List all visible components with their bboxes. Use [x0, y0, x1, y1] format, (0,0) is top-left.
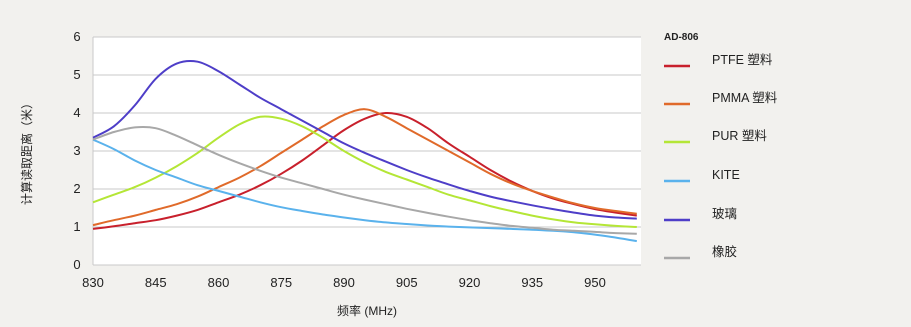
x-tick-label: 830: [82, 275, 104, 290]
series-line-2: [92, 115, 637, 228]
legend-label: PUR 塑料: [712, 128, 767, 143]
y-tick-label: 1: [73, 219, 80, 234]
x-axis-label: 频率 (MHz): [337, 303, 397, 318]
y-tick-label: 6: [73, 29, 80, 44]
y-tick-label: 3: [73, 143, 80, 158]
x-tick-label: 935: [521, 275, 543, 290]
legend-title: AD-806: [664, 32, 699, 43]
y-axis-label: 计算读取距离（米）: [19, 97, 34, 205]
x-tick-label: 890: [333, 275, 355, 290]
legend-label: KITE: [712, 168, 740, 182]
x-tick-label: 845: [145, 275, 167, 290]
legend-label: 玻璃: [712, 207, 737, 221]
x-tick-label: 905: [396, 275, 418, 290]
y-tick-label: 5: [73, 67, 80, 82]
series-line-4: [92, 59, 637, 220]
x-tick-label: 950: [584, 275, 606, 290]
x-tick-label: 875: [270, 275, 292, 290]
y-tick-label: 2: [73, 181, 80, 196]
series-line-1: [92, 108, 637, 227]
legend-label: 橡胶: [712, 244, 737, 259]
x-tick-label: 920: [459, 275, 481, 290]
series-line-3: [92, 138, 637, 243]
x-tick-label: 860: [208, 275, 230, 290]
legend-label: PTFE 塑料: [712, 52, 773, 67]
y-tick-label: 4: [73, 105, 80, 120]
legend-label: PMMA 塑料: [712, 90, 778, 105]
y-tick-label: 0: [73, 257, 80, 272]
series-line-5: [92, 126, 637, 235]
